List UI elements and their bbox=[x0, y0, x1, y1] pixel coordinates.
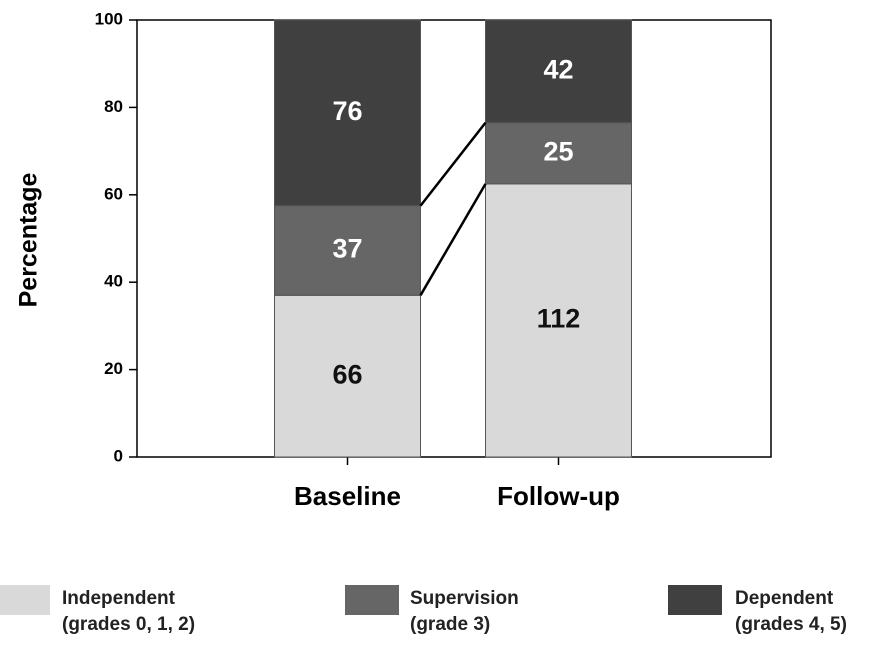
legend-label: Independent (grades 0, 1, 2) bbox=[62, 588, 196, 635]
y-axis-label: Percentage bbox=[15, 173, 43, 308]
bar-segment bbox=[274, 19, 421, 207]
y-tick-label: 40 bbox=[104, 272, 123, 291]
connector bbox=[419, 121, 487, 207]
count-label: 37 bbox=[332, 234, 362, 264]
y-tick-label: 20 bbox=[104, 359, 123, 378]
count-label: 42 bbox=[543, 54, 573, 84]
bar-segment bbox=[485, 183, 632, 458]
y-tick-label: 60 bbox=[104, 184, 123, 203]
plot-frame bbox=[136, 19, 772, 458]
y-tick-label: 80 bbox=[104, 97, 123, 116]
count-label: 112 bbox=[537, 304, 581, 334]
x-tick-label: Baseline bbox=[294, 481, 401, 511]
legend-label: Supervision (grade 3) bbox=[410, 588, 519, 635]
legend-swatch bbox=[668, 585, 722, 615]
count-label: 76 bbox=[332, 96, 362, 126]
y-tick-label: 0 bbox=[114, 446, 123, 465]
bar-segment bbox=[485, 19, 632, 124]
legend-label: Dependent (grades 4, 5) bbox=[735, 588, 847, 635]
connector bbox=[419, 183, 487, 296]
bar-segment bbox=[274, 205, 421, 296]
legend-swatch bbox=[0, 585, 50, 615]
x-tick-label: Follow-up bbox=[497, 481, 620, 511]
legend-swatch bbox=[345, 585, 399, 615]
bar-segment bbox=[274, 294, 421, 458]
count-label: 66 bbox=[332, 359, 362, 389]
count-label: 25 bbox=[543, 136, 573, 166]
y-tick-label: 100 bbox=[95, 9, 123, 28]
